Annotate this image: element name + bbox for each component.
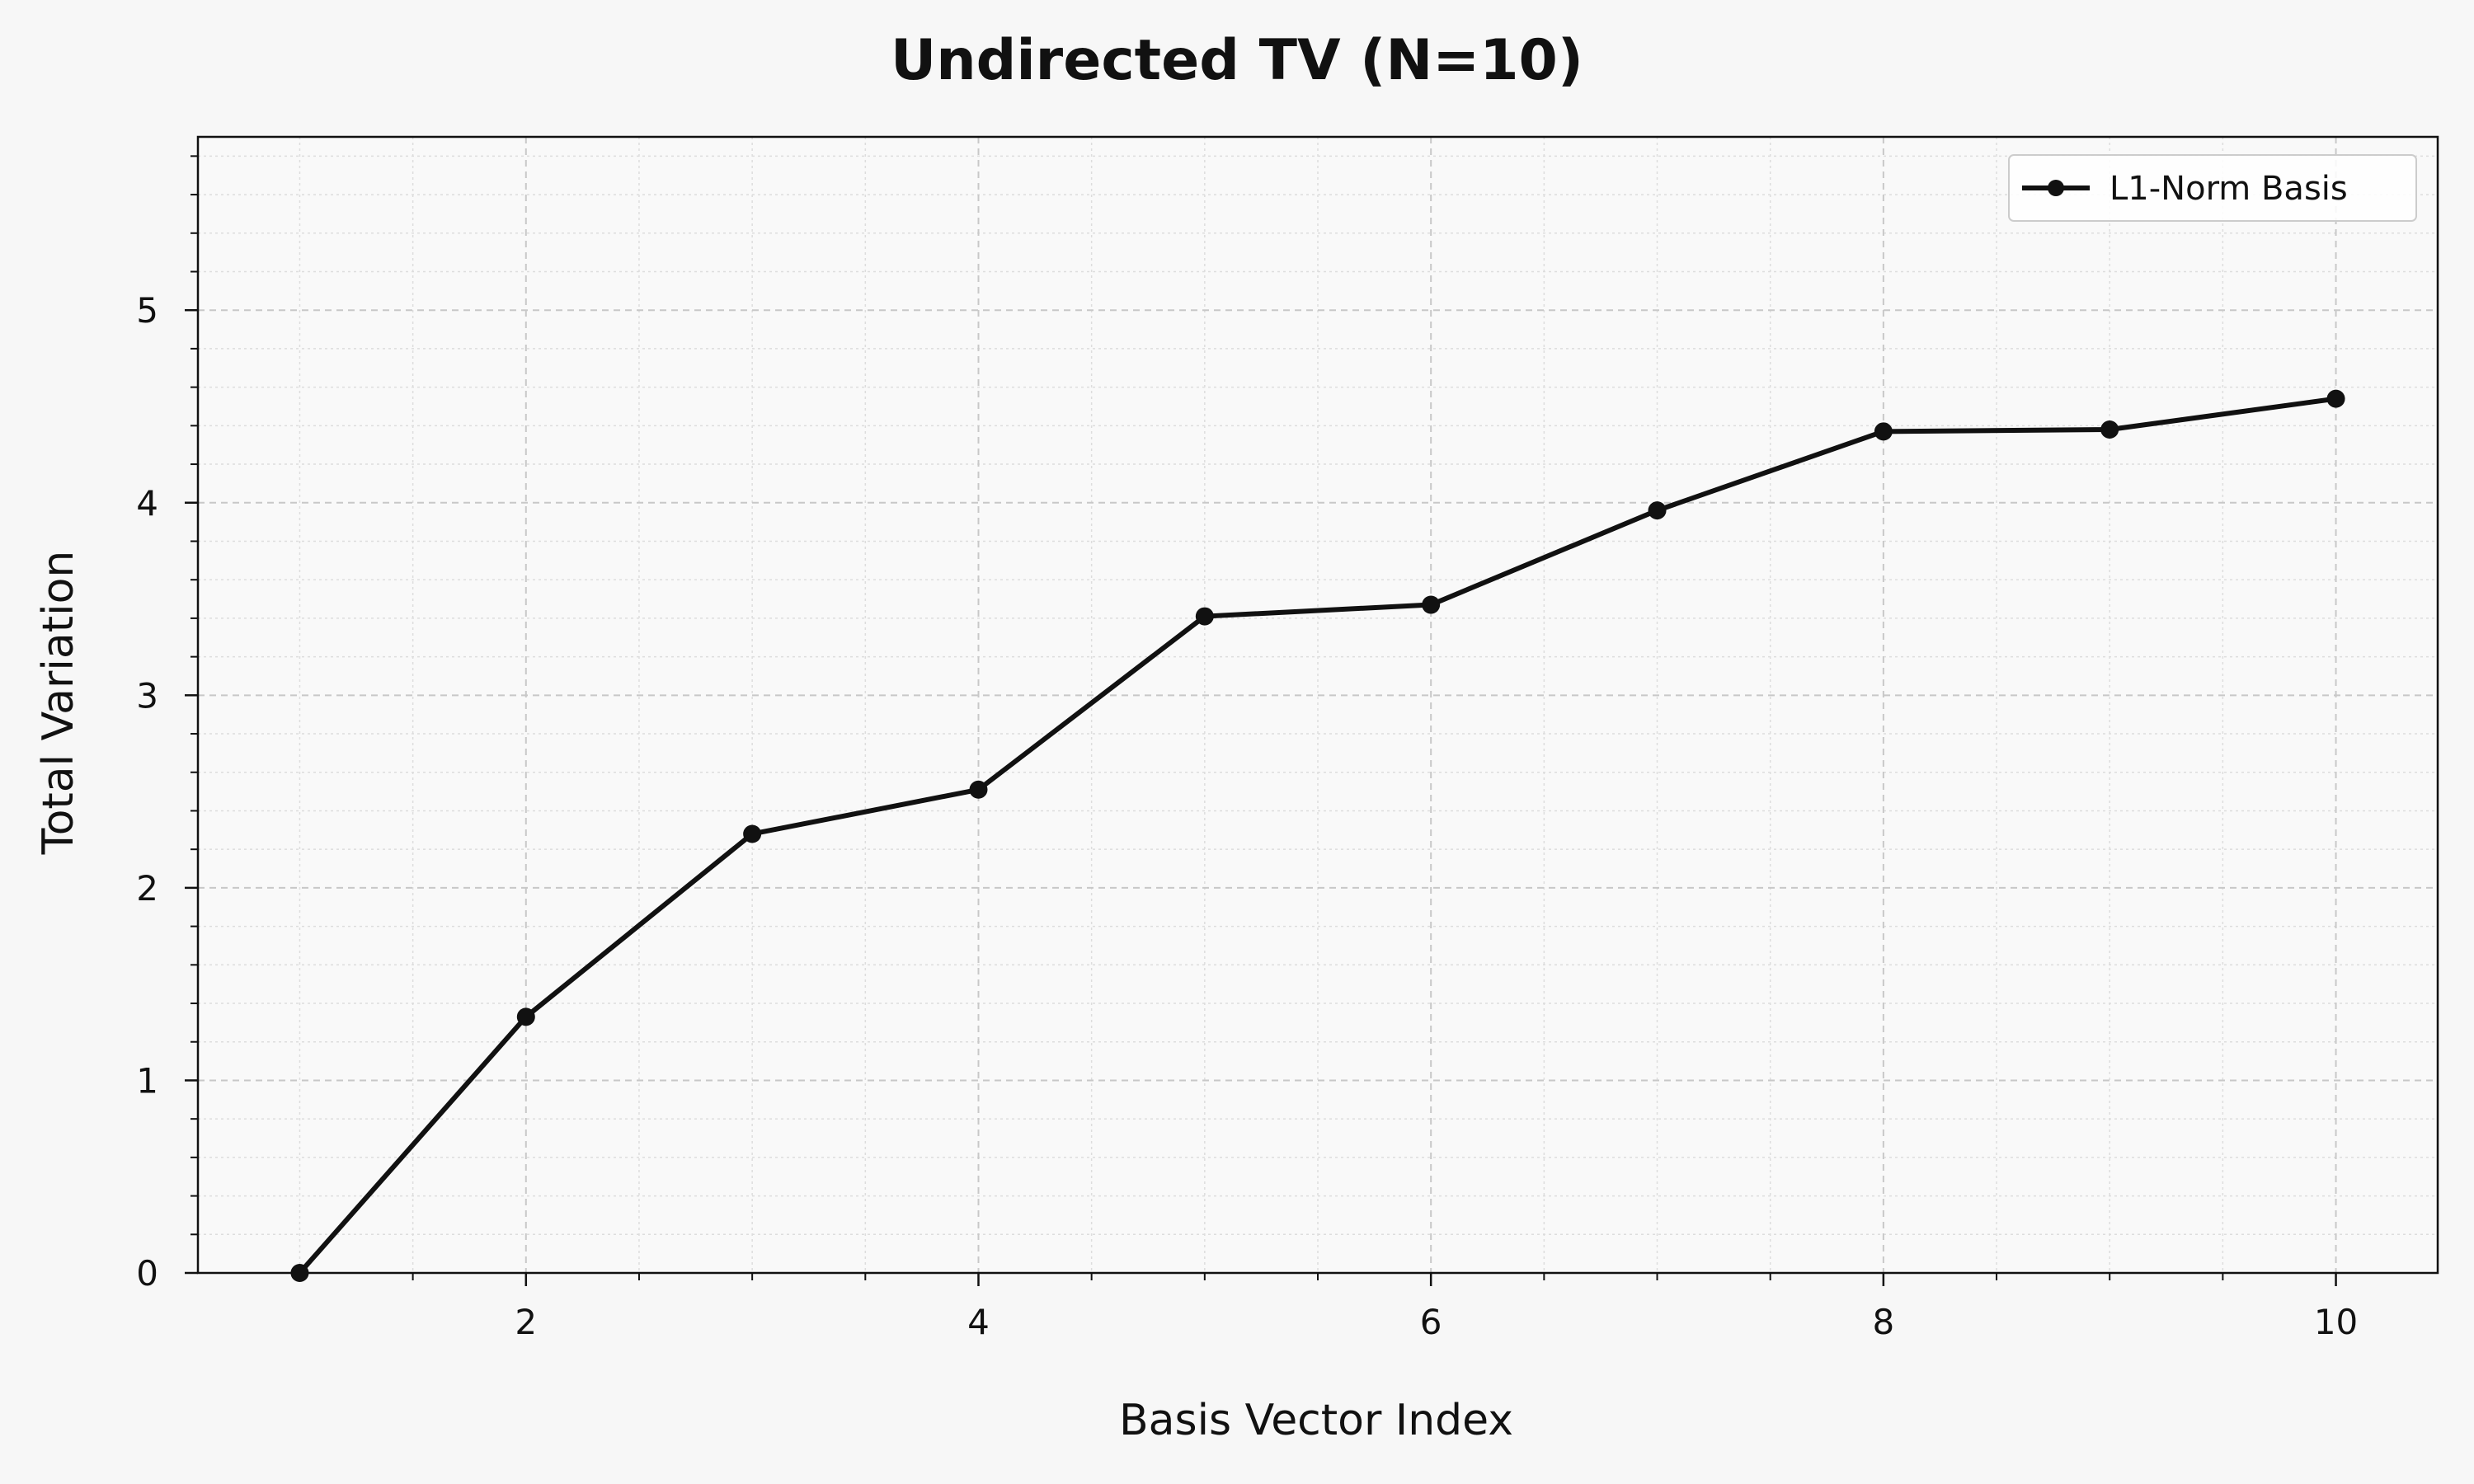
series-line <box>297 396 2339 1275</box>
x-axis: 2 4 6 8 10 <box>299 1273 2358 1342</box>
y-tick-label: 3 <box>136 675 158 716</box>
legend-box <box>2008 154 2417 222</box>
data-point <box>1195 607 1214 626</box>
data-point <box>1422 595 1441 614</box>
data-point <box>969 780 988 799</box>
data-point <box>516 1007 535 1026</box>
x-axis-label: Basis Vector Index <box>1119 1396 1513 1445</box>
legend-label: L1-Norm Basis <box>2109 170 2348 208</box>
x-tick-label: 2 <box>515 1302 537 1342</box>
series-layer <box>290 389 2345 1282</box>
legend-marker-sample <box>2048 180 2064 196</box>
legend: L1-Norm Basis <box>2008 154 2417 222</box>
data-point <box>290 1264 309 1282</box>
data-point <box>1874 422 1893 441</box>
data-point <box>743 824 762 843</box>
x-tick-label: 4 <box>967 1302 990 1342</box>
y-tick-label: 2 <box>136 868 158 909</box>
x-tick-label: 8 <box>1872 1302 1894 1342</box>
data-point <box>1648 501 1667 520</box>
y-tick-label: 1 <box>136 1060 158 1101</box>
y-axis: 0 1 2 3 4 5 <box>136 155 198 1294</box>
y-tick-label: 4 <box>136 483 158 524</box>
x-tick-label: 6 <box>1420 1302 1442 1342</box>
chart-title: Undirected TV (N=10) <box>891 28 1583 93</box>
y-axis-label: Total Variation <box>34 551 83 856</box>
y-tick-label: 0 <box>136 1253 158 1294</box>
x-tick-label: 10 <box>2314 1302 2358 1342</box>
data-point <box>2100 420 2119 439</box>
major-grid <box>198 137 2438 1273</box>
y-tick-label: 5 <box>136 290 158 331</box>
data-point <box>2326 389 2345 408</box>
